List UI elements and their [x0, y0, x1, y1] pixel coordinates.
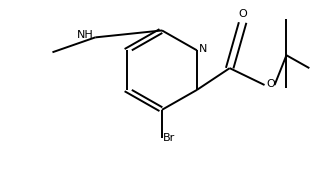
Text: O: O	[266, 79, 275, 89]
Text: Br: Br	[163, 133, 175, 143]
Text: N: N	[198, 44, 207, 54]
Text: O: O	[238, 9, 247, 19]
Text: NH: NH	[77, 30, 94, 40]
